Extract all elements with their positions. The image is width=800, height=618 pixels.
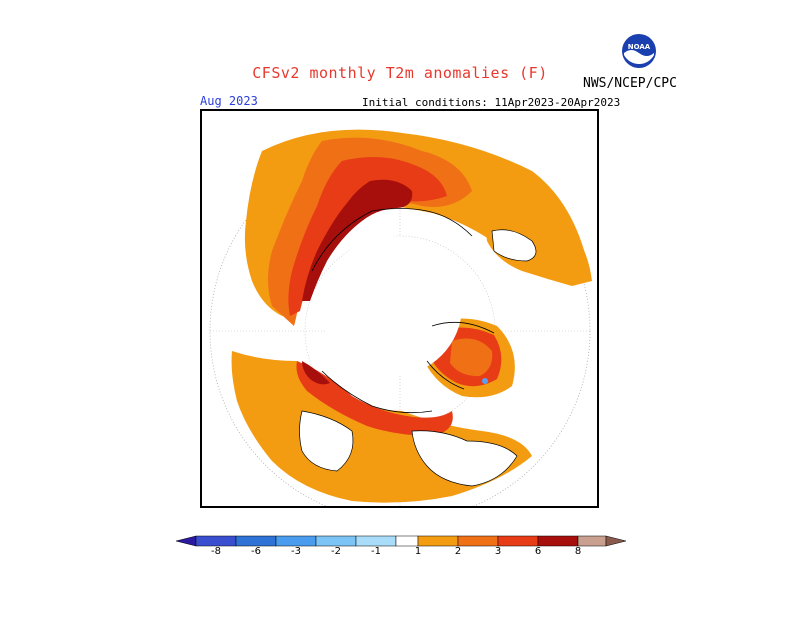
colorbar-bin [577, 535, 607, 547]
north-america-anomaly-3-6 [296, 361, 453, 436]
colorbar-bin [417, 535, 459, 547]
europe-land [491, 229, 537, 262]
colorbar-svg [175, 535, 627, 547]
colorbar-bin [275, 535, 317, 547]
colorbar-tick: -6 [251, 546, 261, 557]
colorbar-tick: -3 [291, 546, 301, 557]
north-america-anomaly-6-8 [302, 361, 330, 385]
logo-text: NOAA [628, 43, 651, 51]
colorbar-tick: 1 [414, 546, 422, 557]
colorbar-arrow-left [175, 535, 197, 547]
colorbar-tick: 8 [574, 546, 582, 557]
colorbar-bin [457, 535, 499, 547]
colorbar-bin [315, 535, 357, 547]
colorbar-bin [395, 535, 419, 547]
colorbar-tick: -8 [211, 546, 221, 557]
arctic-ocean [322, 236, 462, 376]
europe-anomaly-1-2 [486, 209, 592, 286]
eurasia-anomaly-6-8 [302, 179, 413, 301]
forecast-month: Aug 2023 [200, 94, 258, 108]
cold-anomaly-spot [482, 378, 488, 384]
colorbar [175, 533, 627, 552]
agency-label: NWS/NCEP/CPC [583, 76, 677, 91]
chart-title: CFSv2 monthly T2m anomalies (F) [252, 64, 548, 82]
colorbar-tick: -1 [371, 546, 381, 557]
colorbar-bin [355, 535, 397, 547]
polar-map [200, 109, 599, 508]
alaska-neutral-land [299, 410, 354, 472]
colorbar-tick: 3 [494, 546, 502, 557]
noaa-logo-icon: NOAA [622, 34, 656, 68]
colorbar-tick: -2 [331, 546, 341, 557]
colorbar-arrow-right [605, 535, 627, 547]
coastline [311, 208, 495, 414]
colorbar-bin [537, 535, 579, 547]
colorbar-bin [195, 535, 237, 547]
colorbar-bin [497, 535, 539, 547]
polar-map-svg [209, 129, 592, 506]
colorbar-bin [235, 535, 277, 547]
canada-neutral-land [411, 430, 518, 487]
initial-conditions: Initial conditions: 11Apr2023-20Apr2023 [362, 96, 621, 109]
colorbar-tick: 6 [534, 546, 542, 557]
greenland-anomaly-2-3 [450, 338, 493, 377]
colorbar-tick: 2 [454, 546, 462, 557]
